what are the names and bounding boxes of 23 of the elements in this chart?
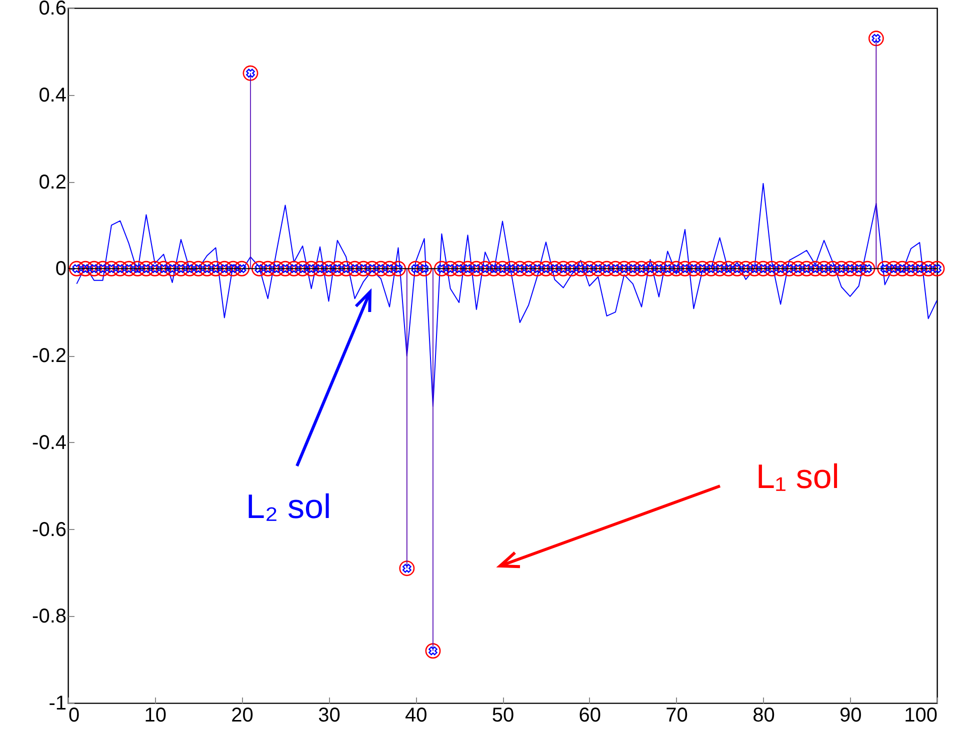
x-tick-label: 40 bbox=[404, 704, 428, 726]
x-tick-label: 70 bbox=[666, 704, 688, 726]
x-tick-label: 80 bbox=[752, 704, 775, 726]
x-tick-label: 20 bbox=[231, 704, 254, 726]
x-tick-label: 100 bbox=[904, 704, 938, 726]
y-tick-label: 0 bbox=[55, 258, 66, 280]
line-series bbox=[76, 182, 937, 407]
x-tick-label: 90 bbox=[839, 704, 862, 726]
y-tick-label: -0.4 bbox=[32, 432, 66, 454]
y-tick-label: -0.2 bbox=[32, 345, 66, 367]
y-tick-label: -0.8 bbox=[32, 606, 66, 628]
x-tick-label: 30 bbox=[318, 704, 340, 726]
y-tick-label: -1 bbox=[48, 692, 66, 714]
text: L₁ sol bbox=[756, 458, 840, 496]
y-tick-label: 0.6 bbox=[38, 0, 66, 20]
x-tick-label: 50 bbox=[492, 704, 514, 726]
x-tick-label: 0 bbox=[68, 704, 80, 726]
x-tick-label: 60 bbox=[578, 704, 602, 726]
y-tick-label: -0.6 bbox=[32, 518, 66, 541]
y-tick-label: 0.2 bbox=[38, 171, 66, 194]
text: L₂ sol bbox=[246, 488, 332, 526]
x-tick-label: 10 bbox=[144, 704, 167, 726]
y-tick-label: 0.4 bbox=[38, 84, 66, 106]
